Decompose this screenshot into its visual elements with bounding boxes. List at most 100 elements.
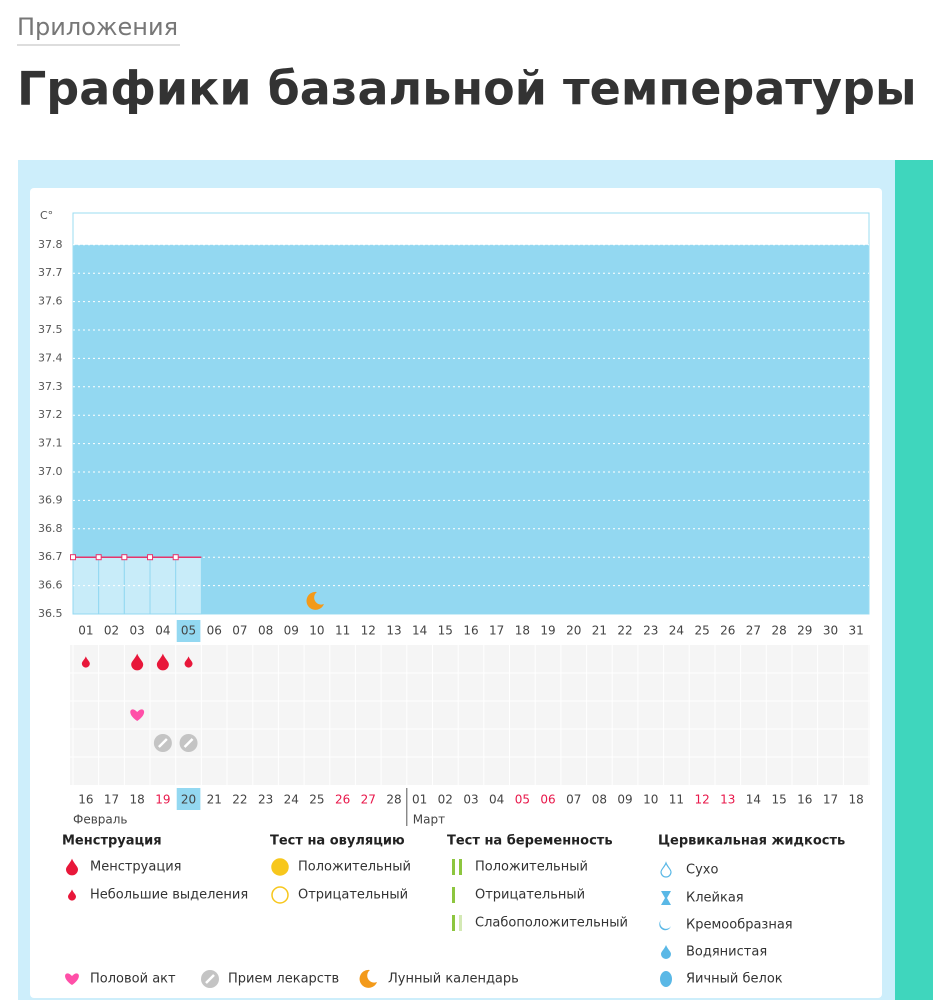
legend-item: Небольшие выделения bbox=[90, 888, 248, 903]
breadcrumb[interactable]: Приложения bbox=[17, 13, 178, 41]
day-label: 22 bbox=[617, 624, 632, 638]
legend-icon bbox=[660, 861, 672, 878]
legend-title: Тест на овуляцию bbox=[270, 834, 405, 849]
legend-item: Положительный bbox=[298, 860, 411, 875]
legend-icon bbox=[661, 945, 671, 959]
day-label: 07 bbox=[232, 624, 247, 638]
legend-icon bbox=[459, 915, 462, 931]
legend-icon bbox=[660, 971, 672, 987]
pill-slash bbox=[157, 738, 168, 748]
date-label: 18 bbox=[849, 793, 864, 807]
date-label: 22 bbox=[232, 793, 247, 807]
legend-icon bbox=[452, 887, 455, 903]
legend-icon bbox=[66, 858, 78, 876]
day-label: 11 bbox=[335, 624, 350, 638]
y-tick-label: 36.7 bbox=[38, 550, 63, 563]
legend-item: Прием лекарств bbox=[228, 972, 339, 987]
date-label: 21 bbox=[207, 793, 222, 807]
menstruation-icon bbox=[156, 653, 169, 671]
date-label: 27 bbox=[361, 793, 376, 807]
day-label: 13 bbox=[386, 624, 401, 638]
y-tick-label: 37.8 bbox=[38, 238, 63, 251]
y-tick-label: 36.8 bbox=[38, 522, 63, 535]
day-label: 12 bbox=[361, 624, 376, 638]
date-label: 18 bbox=[130, 793, 145, 807]
date-label: 14 bbox=[746, 793, 761, 807]
day-label: 01 bbox=[78, 624, 93, 638]
day-label: 04 bbox=[155, 624, 170, 638]
date-label: 04 bbox=[489, 793, 504, 807]
side-panel bbox=[895, 160, 933, 1000]
day-label: 28 bbox=[771, 624, 786, 638]
y-tick-label: 37.4 bbox=[38, 351, 63, 364]
date-label: 17 bbox=[104, 793, 119, 807]
temp-column bbox=[98, 556, 125, 615]
y-tick-label: 37.1 bbox=[38, 437, 63, 450]
legend-item: Яичный белок bbox=[686, 972, 783, 987]
date-label: 12 bbox=[694, 793, 709, 807]
page-title: Графики базальной температуры bbox=[17, 62, 917, 116]
y-tick-label: 37.2 bbox=[38, 408, 63, 421]
day-label: 21 bbox=[592, 624, 607, 638]
legend-item: Положительный bbox=[475, 860, 588, 875]
date-label: 09 bbox=[617, 793, 632, 807]
date-label: 24 bbox=[284, 793, 299, 807]
highlight-day bbox=[176, 620, 201, 642]
menstruation-icon bbox=[131, 653, 144, 671]
pill-slash bbox=[205, 974, 215, 984]
day-label: 29 bbox=[797, 624, 812, 638]
light-icon bbox=[81, 656, 90, 668]
legend-icon bbox=[459, 859, 462, 875]
date-label: 25 bbox=[309, 793, 324, 807]
date-label: 19 bbox=[155, 793, 170, 807]
day-label: 16 bbox=[463, 624, 478, 638]
heart-icon bbox=[65, 973, 79, 985]
date-label: 08 bbox=[592, 793, 607, 807]
pill-slash bbox=[183, 738, 194, 748]
temp-point bbox=[121, 554, 128, 561]
moon-icon bbox=[359, 969, 377, 988]
y-tick-label: 36.9 bbox=[38, 493, 63, 506]
day-label: 03 bbox=[130, 624, 145, 638]
legend-item: Кремообразная bbox=[686, 918, 793, 933]
date-label: 10 bbox=[643, 793, 658, 807]
date-label: 16 bbox=[797, 793, 812, 807]
legend-item: Водянистая bbox=[686, 945, 767, 960]
day-label: 26 bbox=[720, 624, 735, 638]
date-label: 02 bbox=[438, 793, 453, 807]
event-grid bbox=[70, 645, 870, 785]
y-tick-label: 37.3 bbox=[38, 380, 63, 393]
date-label: 20 bbox=[181, 793, 196, 807]
day-label: 08 bbox=[258, 624, 273, 638]
legend-icon bbox=[452, 859, 455, 875]
legend-item: Менструация bbox=[90, 860, 181, 875]
plot-fill bbox=[73, 244, 869, 615]
date-label: 17 bbox=[823, 793, 838, 807]
date-label: 03 bbox=[463, 793, 478, 807]
legend-item: Клейкая bbox=[686, 891, 744, 906]
moon-icon bbox=[306, 591, 324, 610]
legend-icon bbox=[452, 915, 455, 931]
month-label: Март bbox=[413, 813, 445, 827]
month-label: Февраль bbox=[73, 813, 128, 827]
legend-icon bbox=[661, 891, 671, 905]
day-label: 30 bbox=[823, 624, 838, 638]
date-label: 05 bbox=[515, 793, 530, 807]
day-label: 31 bbox=[849, 624, 864, 638]
day-label: 09 bbox=[284, 624, 299, 638]
day-label: 24 bbox=[669, 624, 684, 638]
day-label: 17 bbox=[489, 624, 504, 638]
light-icon bbox=[184, 656, 193, 668]
date-label: 23 bbox=[258, 793, 273, 807]
y-tick-label: 37.6 bbox=[38, 295, 63, 308]
temp-point bbox=[172, 554, 179, 561]
day-label: 15 bbox=[438, 624, 453, 638]
date-label: 06 bbox=[540, 793, 555, 807]
legend-title: Менструация bbox=[62, 834, 162, 849]
date-label: 13 bbox=[720, 793, 735, 807]
heart-icon bbox=[130, 709, 145, 721]
legend-title: Цервикальная жидкость bbox=[658, 834, 845, 849]
y-tick-label: 37.5 bbox=[38, 323, 63, 336]
day-label: 02 bbox=[104, 624, 119, 638]
